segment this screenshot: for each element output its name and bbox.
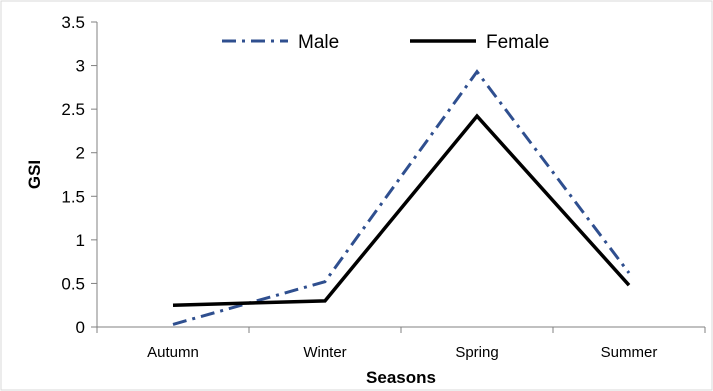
- y-tick-label: 2.5: [61, 100, 85, 119]
- x-tick-label: Summer: [601, 344, 658, 361]
- y-tick-label: 3: [76, 57, 85, 76]
- y-tick-label: 3.5: [61, 13, 85, 32]
- x-axis: Autumn Winter Spring Summer: [96, 327, 706, 361]
- y-axis-title: GSI: [25, 160, 44, 189]
- y-tick-label: 1: [76, 231, 85, 250]
- y-tick-label: 0.5: [61, 274, 85, 293]
- x-tick-label: Spring: [455, 344, 498, 361]
- x-axis-title: Seasons: [366, 368, 436, 387]
- legend-label-female: Female: [486, 32, 549, 53]
- series-line-female: [172, 113, 631, 307]
- x-tick-label: Winter: [303, 344, 346, 361]
- y-axis: 0 0.5 1 1.5 2 2.5 3 3.5: [61, 13, 97, 337]
- chart-legend: Male Female: [222, 32, 549, 53]
- y-tick-label: 0: [76, 318, 85, 337]
- x-tick-label: Autumn: [147, 344, 199, 361]
- legend-label-male: Male: [298, 32, 339, 53]
- y-tick-label: 1.5: [61, 187, 85, 206]
- series-layer: [172, 69, 631, 326]
- y-tick-label: 2: [76, 144, 85, 163]
